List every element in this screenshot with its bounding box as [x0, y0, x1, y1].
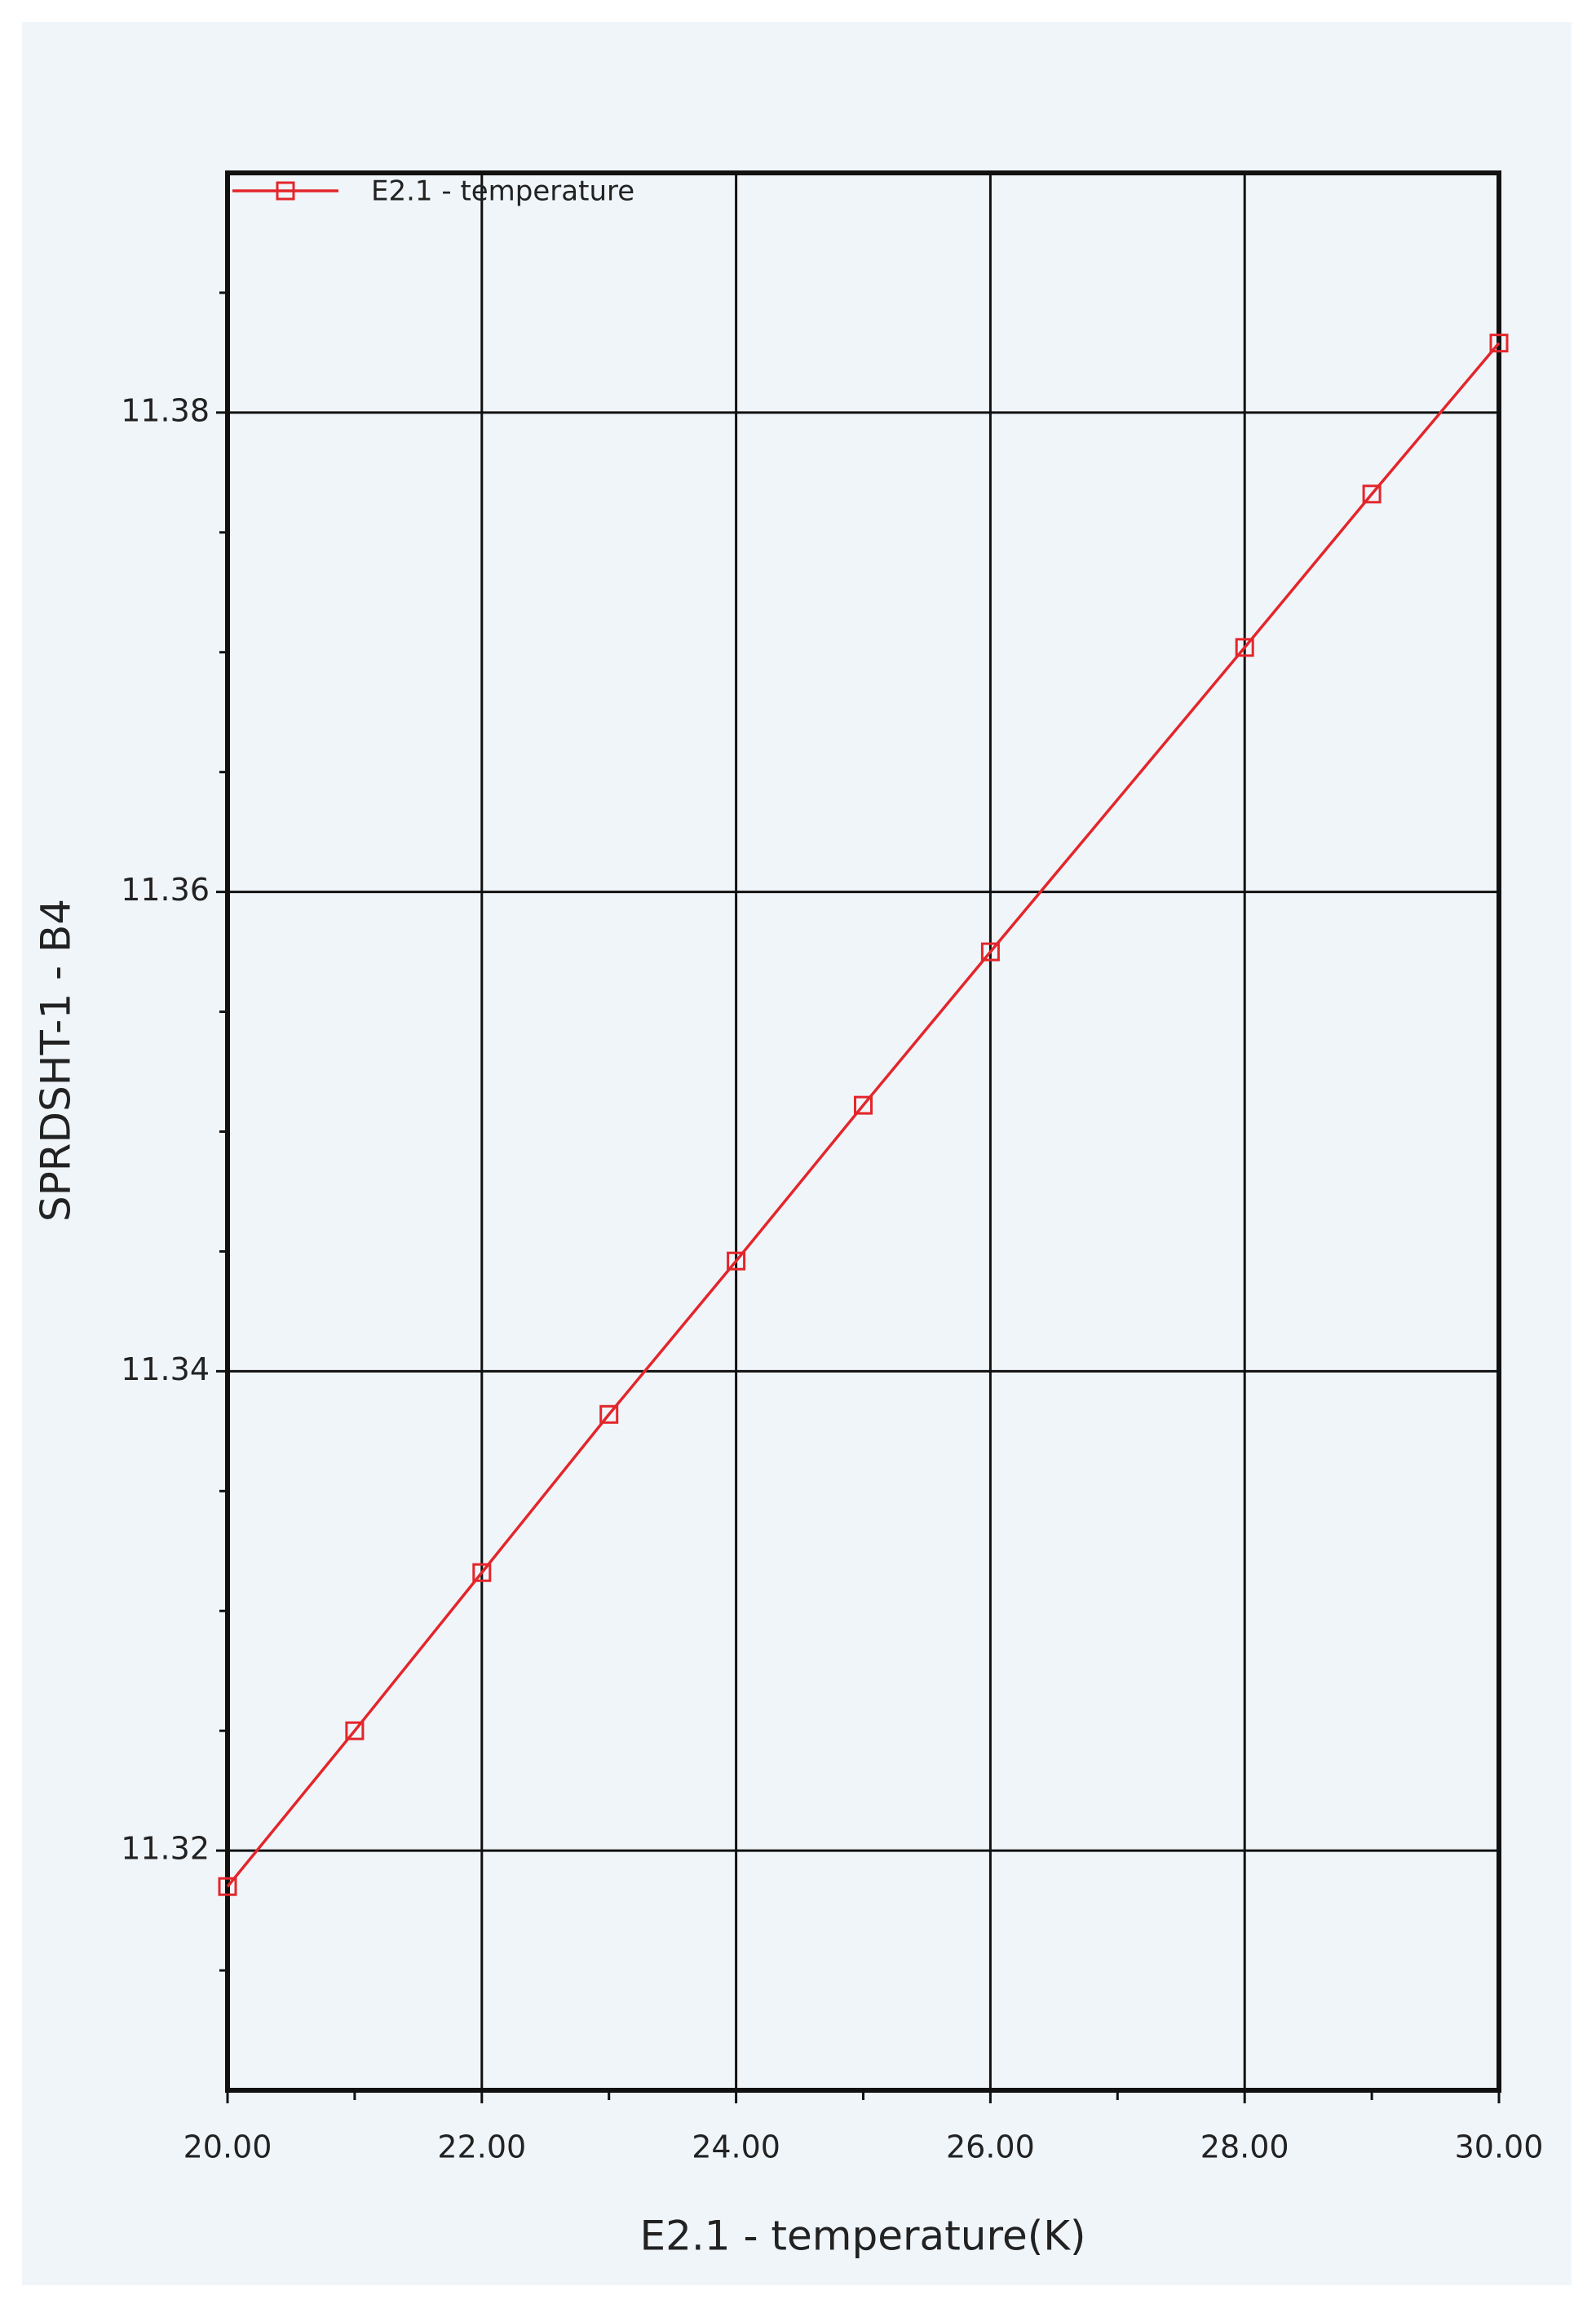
series-line [226, 342, 1501, 1888]
x-axis-title: E2.1 - temperature(K) [639, 2213, 1085, 2260]
marker [1362, 484, 1382, 504]
x-tick-label: 30.00 [1455, 2129, 1544, 2165]
marker [854, 1095, 873, 1115]
panel [22, 22, 1572, 2285]
marker [472, 1563, 492, 1582]
y-tick-label: 11.36 [121, 872, 210, 908]
y-tick-label: 11.34 [121, 1351, 210, 1387]
x-tick-label: 24.00 [692, 2129, 780, 2165]
marker [1235, 638, 1254, 657]
marker [599, 1404, 619, 1424]
marker [980, 942, 1000, 962]
x-tick-label: 22.00 [437, 2129, 526, 2165]
x-tick-label: 20.00 [183, 2129, 272, 2165]
legend-label: E2.1 - temperature [371, 175, 634, 208]
y-tick-label: 11.38 [121, 392, 210, 428]
x-tick-label: 28.00 [1200, 2129, 1289, 2165]
y-tick-label: 11.32 [121, 1831, 210, 1867]
y-axis-title: SPRDSHT-1 - B4 [33, 899, 80, 1222]
marker [1489, 334, 1509, 353]
marker [727, 1251, 746, 1271]
marker [218, 1877, 237, 1896]
plot-frame [225, 170, 1501, 2093]
marker [345, 1721, 365, 1740]
legend-marker [276, 181, 295, 201]
x-tick-label: 26.00 [946, 2129, 1035, 2165]
